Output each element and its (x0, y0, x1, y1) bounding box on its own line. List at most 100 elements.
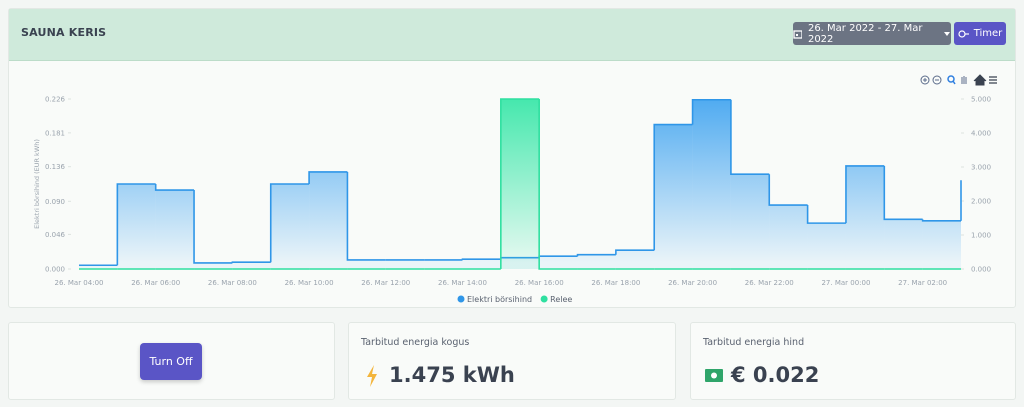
line-step (308, 171, 348, 184)
line-step (883, 165, 923, 221)
stat-label: Tarbitud energia hind (703, 337, 805, 348)
area-step (79, 265, 118, 269)
legend-swatch (457, 295, 465, 303)
line-step (845, 165, 885, 224)
y2-tick-label: 5.000 (971, 96, 991, 104)
y2-tick-label: 2.000 (971, 198, 991, 206)
line-step (154, 184, 195, 191)
caret (944, 31, 951, 36)
card-header: SAUNA KERIS 26. Mar 2022 - 27. Mar 2022 … (9, 9, 1015, 61)
line-step (730, 99, 770, 176)
y-tick-label: 0.046 (45, 231, 66, 239)
area-step (155, 190, 195, 269)
y2-tick-label: 4.000 (971, 130, 991, 138)
area-step (769, 205, 808, 269)
x-tick-label: 26. Mar 22:00 (745, 279, 794, 287)
zoom-in[interactable] (920, 75, 930, 85)
legend-swatch (540, 295, 548, 303)
area-step (845, 165, 885, 269)
line-step (193, 190, 233, 264)
y2-tick-label: 3.000 (971, 164, 991, 172)
area-step (884, 219, 923, 269)
stat-value: € 0.022 (731, 363, 820, 387)
legend-label: Relee (550, 295, 572, 304)
line-step (921, 219, 961, 222)
line-step (806, 205, 846, 224)
y-tick-label: 0.226 (45, 96, 66, 104)
line-step (576, 253, 616, 257)
bolt-icon (367, 365, 377, 387)
line-step (461, 258, 501, 261)
legend: Elektri börsihind Relee (457, 295, 572, 304)
area-step (347, 259, 386, 269)
x-tick-label: 26. Mar 12:00 (361, 279, 410, 287)
area-step (922, 220, 961, 269)
y-axis-title: Elektri börsihind (EUR kWh) (33, 139, 41, 229)
legend-label: Elektri börsihind (467, 295, 532, 304)
date-range-button[interactable]: 26. Mar 2022 - 27. Mar 2022 (793, 22, 951, 45)
line-step (500, 98, 540, 269)
line-step (116, 183, 156, 266)
zoom-select[interactable] (947, 75, 955, 83)
pan[interactable] (961, 76, 967, 84)
y-tick-label: 0.136 (45, 163, 66, 171)
zoom-out[interactable] (932, 75, 942, 85)
line-step (691, 98, 731, 125)
x-tick-label: 26. Mar 14:00 (438, 279, 487, 287)
x-tick-label: 27. Mar 02:00 (898, 279, 947, 287)
y-tick-label: 0.181 (45, 129, 65, 137)
x-tick-label: 26. Mar 16:00 (515, 279, 564, 287)
area-step (500, 99, 540, 269)
date-range: 26. Mar 2022 - 27. Mar 2022 (807, 22, 923, 45)
line-step (231, 261, 271, 264)
chart: 0.000 0.046 0.090 0.136 0.181 0.226 0.000 1.000… (33, 74, 997, 304)
line-step (615, 249, 655, 255)
reset[interactable] (973, 74, 987, 86)
y2-tick-label: 0.000 (971, 266, 991, 274)
area-step (807, 223, 846, 269)
stat-value: 1.475 kWh (389, 363, 515, 387)
line-step (269, 183, 310, 263)
line-step (653, 123, 693, 251)
area-step (615, 250, 655, 269)
y-tick-label: 0.000 (45, 266, 65, 274)
area-step (194, 262, 233, 269)
timer-icon (958, 29, 969, 38)
toolbar (920, 74, 997, 86)
menu[interactable] (989, 76, 997, 84)
x-tick-label: 26. Mar 18:00 (591, 279, 640, 287)
area-step (462, 259, 501, 269)
money-icon (705, 369, 723, 382)
device-title: SAUNA KERIS (21, 26, 107, 39)
line-step (346, 171, 386, 261)
y-tick-label: 0.090 (45, 198, 65, 206)
area-step (577, 254, 616, 269)
line-step (768, 174, 808, 206)
area-step (654, 124, 693, 269)
area-step (117, 184, 156, 269)
stat-card: Tarbitud energia kogus 1.475 kWh (348, 322, 676, 400)
y2-tick-label: 1.000 (971, 232, 991, 240)
timer-button[interactable]: Timer (954, 22, 1006, 45)
stat-card: Tarbitud energia hind € 0.022 (690, 322, 1016, 400)
area-step (309, 171, 348, 269)
x-tick-label: 27. Mar 00:00 (821, 279, 870, 287)
area-step (539, 256, 578, 269)
x-tick-label: 26. Mar 10:00 (285, 279, 334, 287)
x-tick-label: 26. Mar 20:00 (668, 279, 717, 287)
stat-label: Tarbitud energia kogus (361, 337, 470, 348)
turn-off-button[interactable]: Turn Off (140, 343, 202, 380)
line-step (538, 99, 578, 270)
area-step (424, 259, 463, 269)
control-card: Turn Off (8, 322, 335, 400)
chart-card: SAUNA KERIS 26. Mar 2022 - 27. Mar 2022 … (8, 8, 1016, 308)
timer-label: Timer (973, 28, 1003, 39)
area-step (232, 262, 271, 269)
x-tick-label: 26. Mar 08:00 (208, 279, 257, 287)
area-step (385, 259, 425, 269)
area-step (730, 174, 770, 269)
area-step (270, 184, 310, 269)
x-tick-label: 26. Mar 06:00 (131, 279, 180, 287)
area-step (692, 99, 731, 269)
